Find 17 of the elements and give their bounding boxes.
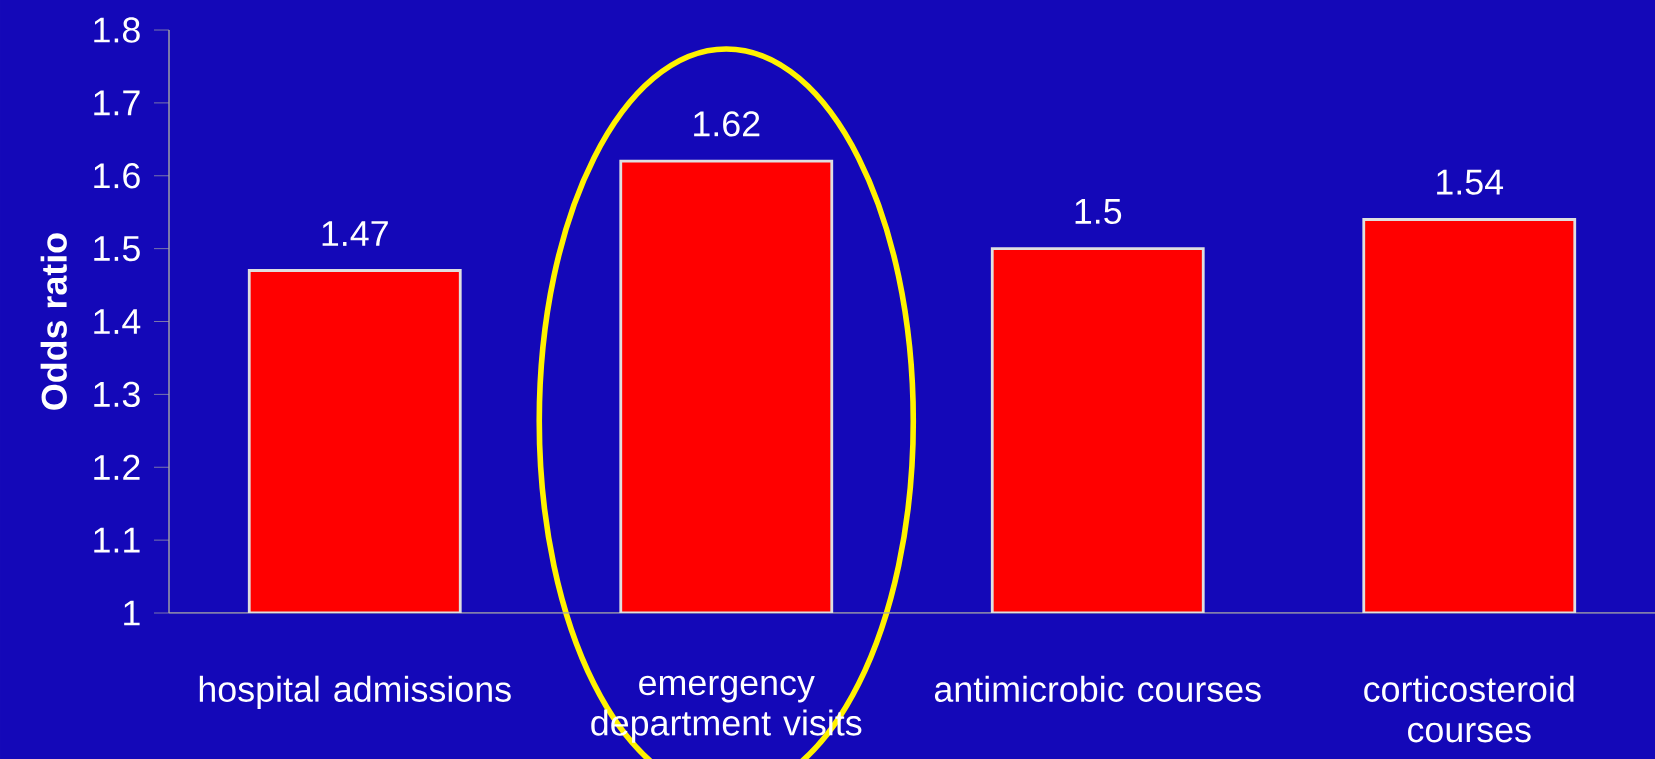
y-tick-label: 1.2 bbox=[94, 454, 140, 480]
data-label: 1.47 bbox=[322, 221, 388, 246]
x-tick-label: corticosteroid courses bbox=[1364, 675, 1574, 743]
y-tick-label: 1.7 bbox=[94, 90, 140, 116]
y-tick-label: 1.8 bbox=[94, 17, 140, 43]
y-tick-label: 1.1 bbox=[94, 527, 140, 553]
y-tick-label: 1 bbox=[124, 600, 140, 626]
y-tick-label: 1.4 bbox=[94, 309, 141, 334]
y-axis-title: Odds ratio bbox=[40, 233, 67, 410]
x-tick-label: hospital admissions bbox=[199, 675, 511, 710]
y-tick-label: 1.3 bbox=[94, 381, 140, 408]
y-tick-label: 1.6 bbox=[94, 163, 140, 189]
x-tick-label: antimicrobic courses bbox=[934, 675, 1261, 702]
data-label: 1.62 bbox=[694, 111, 760, 137]
data-label: 1.5 bbox=[1075, 199, 1122, 224]
y-tick-label: 1.5 bbox=[94, 236, 140, 262]
data-label: 1.54 bbox=[1437, 169, 1504, 195]
